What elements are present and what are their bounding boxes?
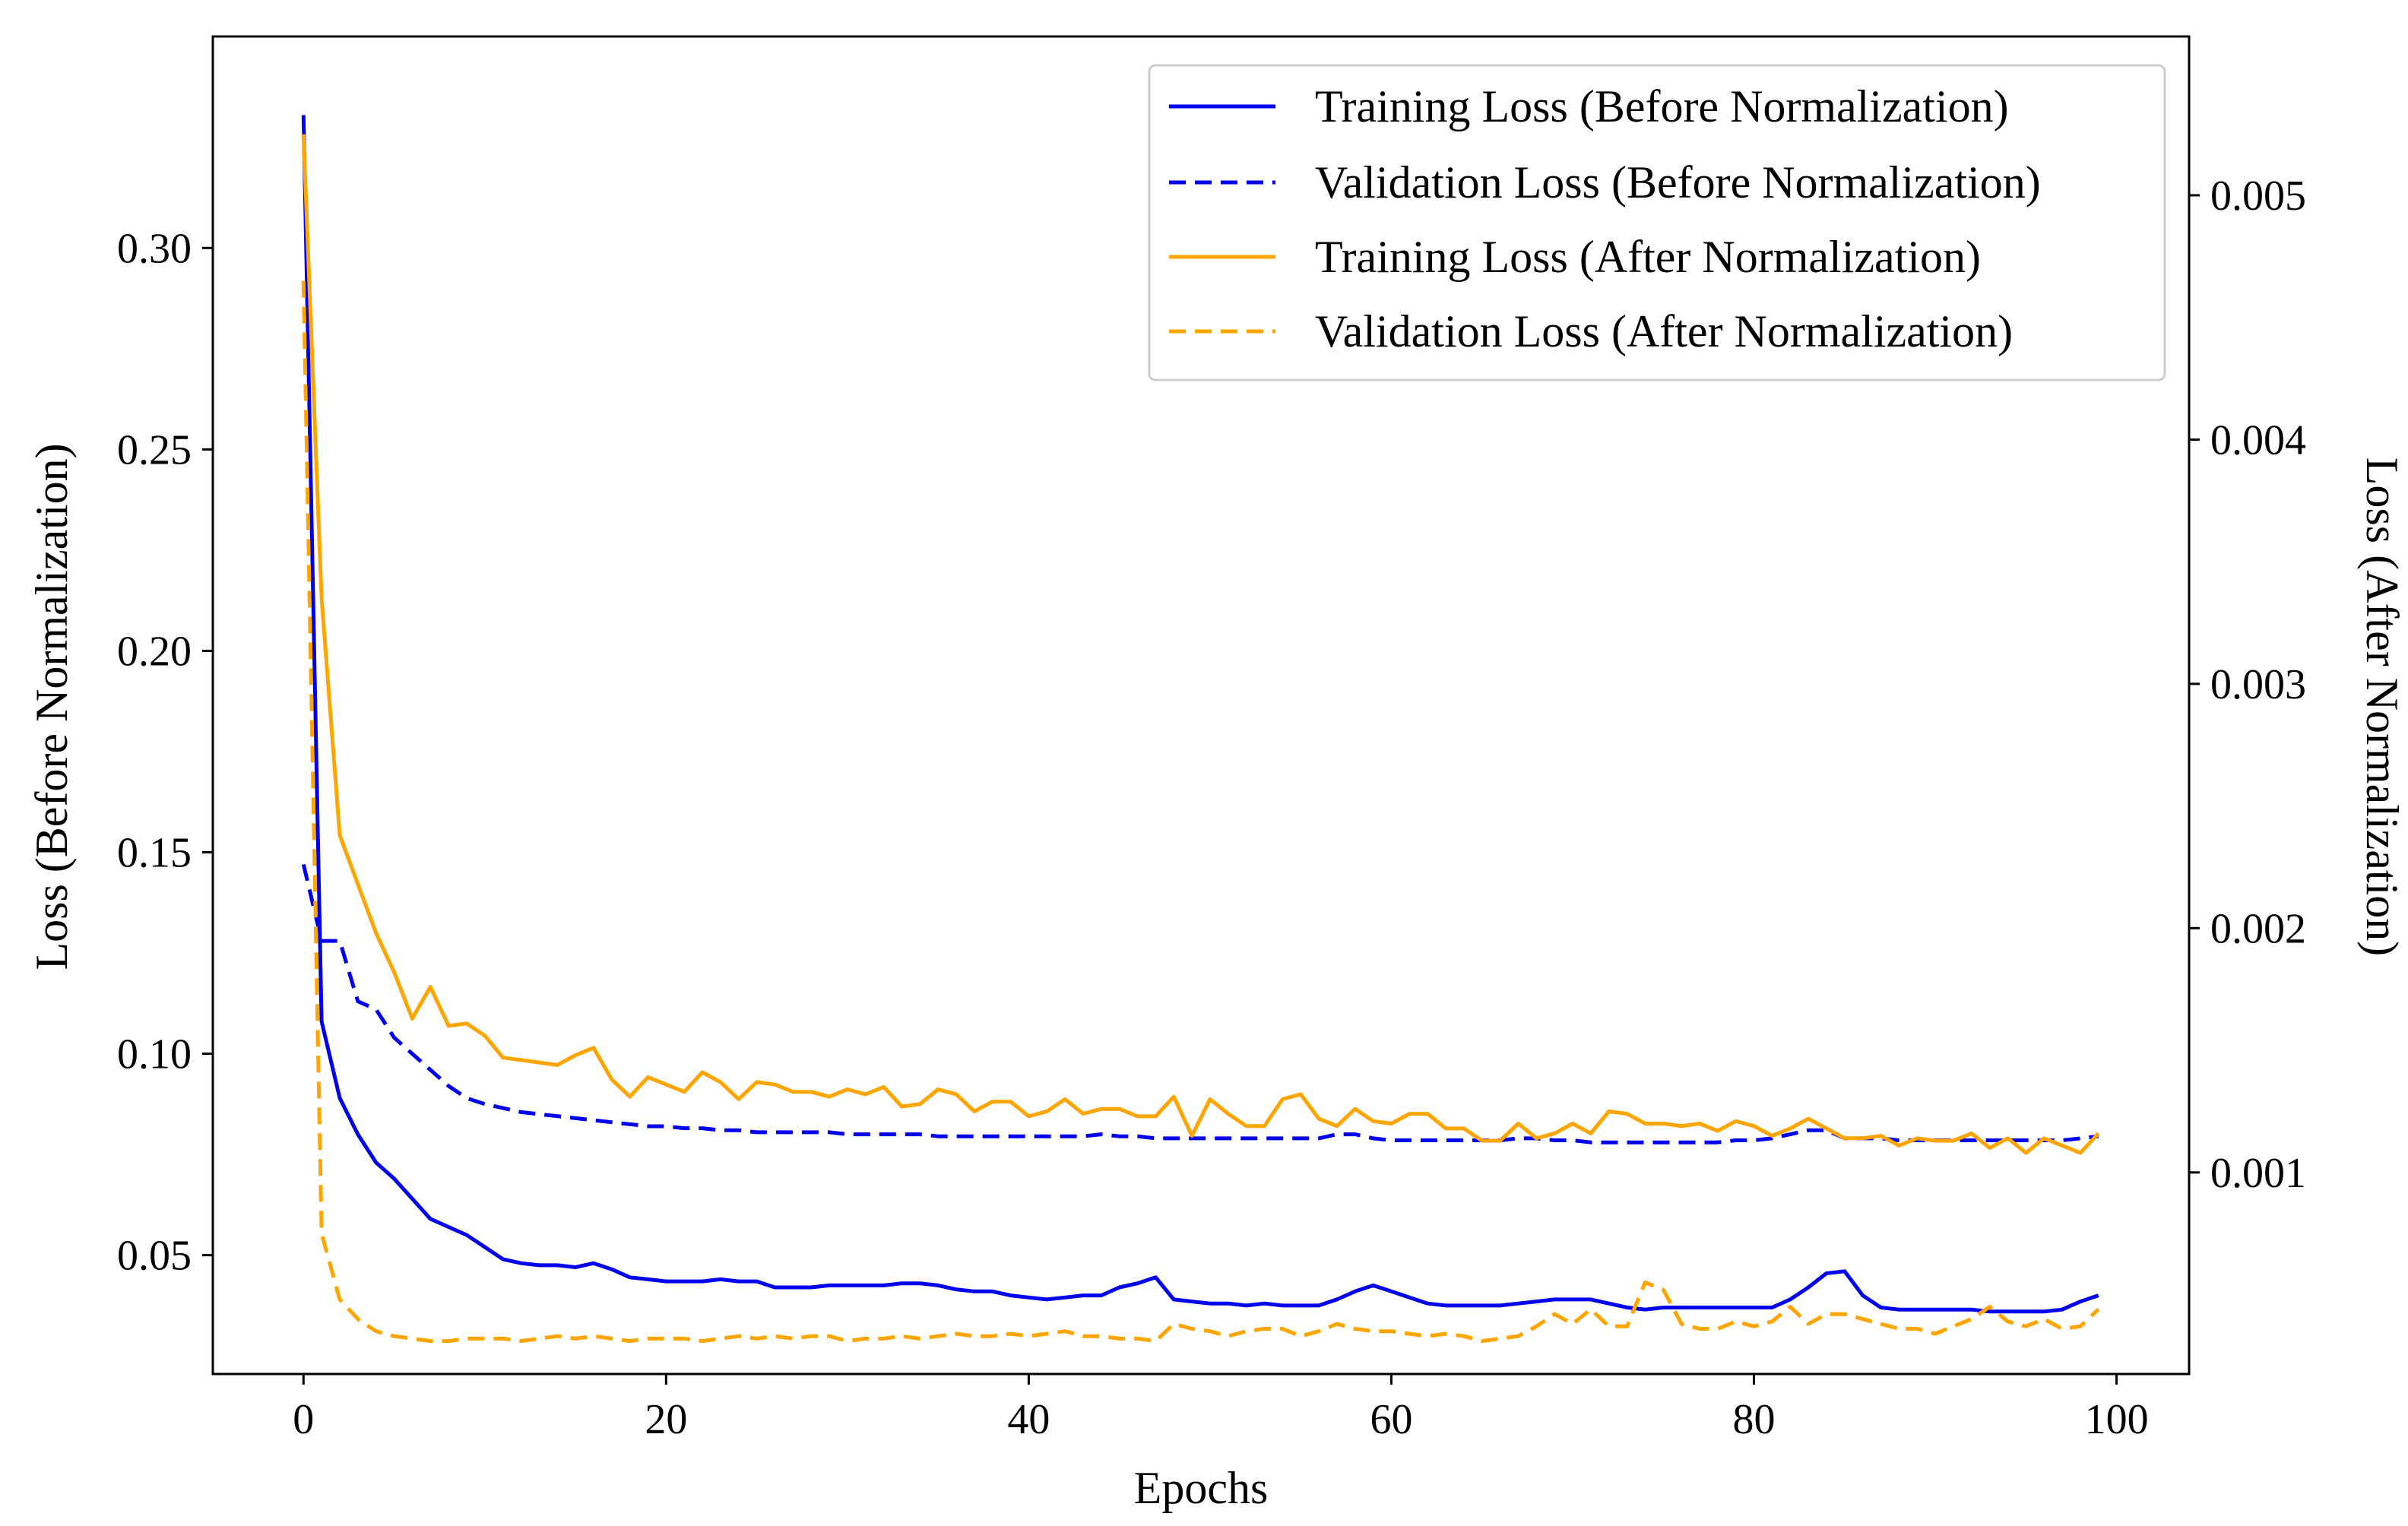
x-axis-label: Epochs — [1134, 1463, 1269, 1513]
legend: Training Loss (Before Normalization) Val… — [1148, 64, 2166, 382]
y-left-tick-label: 0.10 — [117, 1031, 192, 1078]
series-layer — [301, 115, 2100, 1344]
series-line-3-validation-loss-after-normalization — [301, 280, 2100, 1344]
y-left-tick-label: 0.30 — [117, 225, 192, 272]
legend-frame — [1148, 64, 2166, 382]
y-right-tick-label: 0.004 — [2210, 416, 2306, 464]
legend-label-training-before: Training Loss (Before Normalization) — [1315, 81, 2009, 131]
x-tick-label: 40 — [1007, 1396, 1050, 1443]
x-tick-label: 100 — [2085, 1396, 2149, 1443]
y-axis-right: 0.001 0.002 0.003 0.004 0.005 — [2189, 173, 2306, 1197]
y-right-tick-label: 0.002 — [2210, 905, 2306, 952]
y-left-tick-label: 0.20 — [117, 628, 192, 675]
y-axis-left-label: Loss (Before Normalization) — [27, 443, 77, 970]
legend-label-training-after: Training Loss (After Normalization) — [1315, 232, 1981, 282]
series-line-0-training-loss-before-normalization — [301, 115, 2099, 1314]
series-line-2-training-loss-after-normalization — [301, 134, 2100, 1155]
x-tick-label: 0 — [293, 1396, 314, 1443]
y-left-tick-label: 0.15 — [117, 829, 192, 876]
y-axis-right-label: Loss (After Normalization) — [2357, 457, 2407, 956]
series-line-1-validation-loss-before-normalization — [301, 863, 2099, 1144]
legend-label-validation-before: Validation Loss (Before Normalization) — [1315, 157, 2041, 207]
y-right-tick-label: 0.001 — [2210, 1150, 2306, 1197]
x-tick-label: 80 — [1733, 1396, 1776, 1443]
plot-frame — [211, 35, 2191, 1376]
y-right-tick-label: 0.003 — [2210, 661, 2306, 708]
y-axis-left: 0.05 0.10 0.15 0.20 0.25 0.30 — [117, 225, 213, 1280]
y-right-tick-label: 0.005 — [2210, 173, 2306, 220]
y-left-tick-label: 0.05 — [117, 1233, 192, 1280]
x-axis: 0 20 40 60 80 100 — [293, 1374, 2149, 1443]
x-tick-label: 60 — [1370, 1396, 1412, 1443]
y-left-tick-label: 0.25 — [117, 426, 192, 473]
legend-label-validation-after: Validation Loss (After Normalization) — [1315, 306, 2013, 356]
x-tick-label: 20 — [645, 1396, 687, 1443]
